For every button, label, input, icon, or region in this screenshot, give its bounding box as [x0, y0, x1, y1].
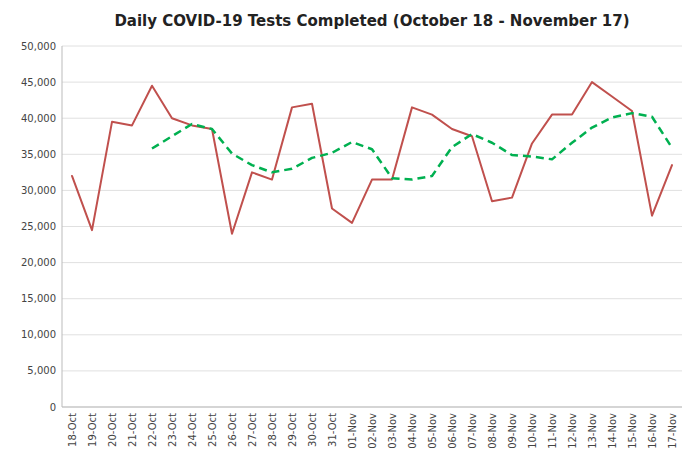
x-tick-label: 03-Nov	[387, 413, 398, 449]
x-tick-label: 01-Nov	[347, 413, 358, 449]
series-line	[72, 82, 672, 234]
y-tick-label: 50,000	[21, 41, 56, 52]
grid-line	[62, 46, 682, 47]
x-tick-label: 09-Nov	[507, 413, 518, 449]
y-tick-label: 35,000	[21, 149, 56, 160]
grid-line	[62, 190, 682, 191]
y-tick-label: 5,000	[27, 365, 56, 376]
x-tick-label: 06-Nov	[447, 413, 458, 449]
x-tick-label: 14-Nov	[607, 413, 618, 449]
x-tick-label: 25-Oct	[207, 413, 218, 447]
grid-line	[62, 154, 682, 155]
title: Daily COVID-19 Tests Completed (October …	[114, 12, 629, 30]
x-tick-label: 07-Nov	[467, 413, 478, 449]
x-tick-label: 27-Oct	[247, 413, 258, 447]
y-tick-label: 15,000	[21, 293, 56, 304]
x-axis: 18-Oct 19-Oct 20-Oct 21-Oct 22-Oct 23-Oct 24-O…	[67, 413, 678, 449]
grid-line	[62, 298, 682, 299]
y-tick-label: 20,000	[21, 257, 56, 268]
y-tick-label: 45,000	[21, 77, 56, 88]
x-tick-label: 31-Oct	[327, 413, 338, 447]
y-tick-label: 10,000	[21, 329, 56, 340]
y-tick-label: 0	[50, 402, 56, 413]
x-axis-line	[62, 407, 682, 408]
x-tick-label: 28-Oct	[267, 413, 278, 447]
plot-area	[72, 82, 672, 234]
grid-line	[62, 118, 682, 119]
x-tick-label: 12-Nov	[567, 413, 578, 449]
y-tick-label: 25,000	[21, 221, 56, 232]
x-tick-label: 23-Oct	[167, 413, 178, 447]
x-tick-label: 04-Nov	[407, 413, 418, 449]
x-tick-label: 17-Nov	[667, 413, 678, 449]
x-tick-label: 29-Oct	[287, 413, 298, 447]
y-tick-label: 30,000	[21, 185, 56, 196]
y-axis: 0 5,000 10,000 15,000 20,000 25,000 30,000 35,0…	[21, 41, 682, 413]
grid-line	[62, 262, 682, 263]
y-tick-label: 40,000	[21, 113, 56, 124]
x-tick-label: 24-Oct	[187, 413, 198, 447]
x-tick-label: 16-Nov	[647, 413, 658, 449]
grid-line	[62, 334, 682, 335]
x-tick-label: 05-Nov	[427, 413, 438, 449]
grid-line	[62, 226, 682, 227]
x-tick-label: 30-Oct	[307, 413, 318, 447]
x-tick-label: 08-Nov	[487, 413, 498, 449]
x-tick-label: 13-Nov	[587, 413, 598, 449]
x-tick-label: 19-Oct	[87, 413, 98, 447]
series-line	[152, 113, 672, 179]
x-tick-label: 10-Nov	[527, 413, 538, 449]
x-tick-label: 02-Nov	[367, 413, 378, 449]
x-tick-label: 18-Oct	[67, 413, 78, 447]
x-tick-label: 11-Nov	[547, 413, 558, 449]
x-tick-label: 21-Oct	[127, 413, 138, 447]
x-tick-label: 15-Nov	[627, 413, 638, 449]
y-axis-line	[62, 46, 63, 407]
grid-line	[62, 82, 682, 83]
x-tick-label: 26-Oct	[227, 413, 238, 447]
x-tick-label: 20-Oct	[107, 413, 118, 447]
grid-line	[62, 407, 682, 408]
x-tick-label: 22-Oct	[147, 413, 158, 447]
chart: Daily COVID-19 Tests Completed (October …	[0, 0, 696, 463]
grid-line	[62, 370, 682, 371]
